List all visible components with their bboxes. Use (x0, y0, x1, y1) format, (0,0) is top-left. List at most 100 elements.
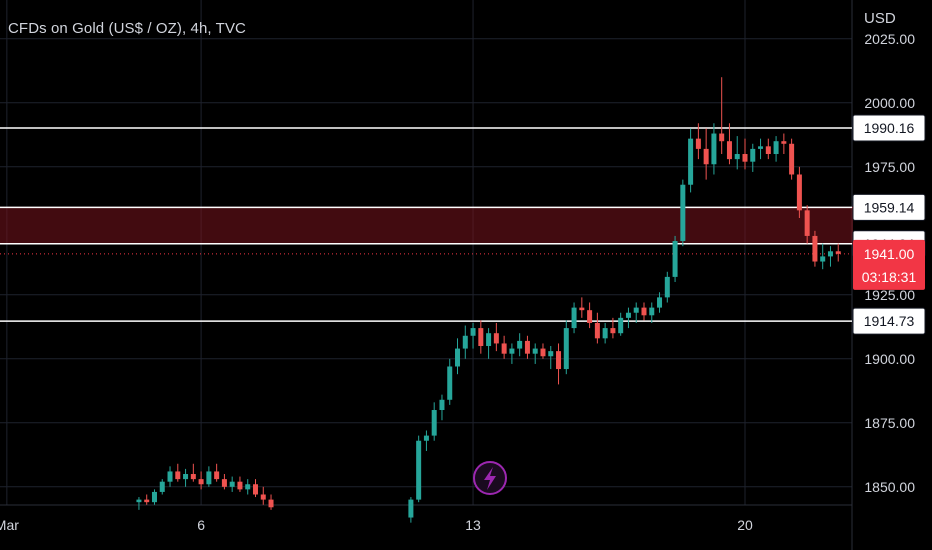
candle-body (260, 494, 266, 500)
candle-body (734, 154, 740, 160)
icon-bolt (484, 467, 496, 490)
candle-body (206, 471, 212, 485)
candle-body (579, 307, 585, 311)
candle-body (493, 333, 499, 344)
lightning-icon[interactable] (473, 461, 507, 495)
time-tick-label: 6 (197, 517, 205, 533)
candle-body (237, 481, 243, 490)
candle-body (183, 474, 189, 480)
zone-rect (0, 206, 932, 245)
candle-body (470, 328, 476, 336)
candle-body (252, 484, 258, 495)
candle-body (571, 307, 577, 329)
candle-body (750, 148, 756, 162)
candle-body (835, 251, 841, 254)
candle-body (765, 146, 771, 155)
level-price-text: 1959.14 (864, 199, 915, 215)
candle-body (812, 235, 818, 262)
time-tick-label: Mar (0, 517, 19, 533)
candle-body (726, 141, 732, 160)
countdown-text: 03:18:31 (862, 269, 917, 285)
price-tick-label: 1850.00 (864, 479, 915, 495)
candle-body (517, 340, 523, 349)
candle-body (268, 499, 274, 508)
candle-body (167, 471, 173, 482)
candle-body (602, 328, 608, 339)
candle-body (711, 133, 717, 165)
candle-body (532, 348, 538, 354)
level-price-tag (852, 307, 926, 335)
candle-body (144, 499, 150, 503)
level-price-tag (852, 114, 926, 142)
candle-body (633, 307, 639, 313)
candle-body (151, 491, 157, 503)
current-price-text: 1941.00 (864, 246, 915, 262)
time-tick-label: 13 (465, 517, 481, 533)
price-tick-label: 2000.00 (864, 95, 915, 111)
candle-body (431, 410, 437, 436)
candle-body (175, 471, 181, 480)
candle-body (423, 435, 429, 441)
candle-body (641, 307, 647, 316)
resistance-zone (0, 206, 932, 245)
candle-body (688, 138, 694, 185)
current-price-tag (853, 239, 925, 290)
candle-body (625, 312, 631, 318)
candle-body (439, 399, 445, 411)
candle-body (587, 310, 593, 323)
candle-body (478, 328, 484, 347)
price-tick-label: 1925.00 (864, 287, 915, 303)
candle-body (509, 348, 515, 354)
time-axis: Mar6132027Apr (0, 517, 753, 533)
candle-body (556, 351, 562, 370)
price-tick-label: 1875.00 (864, 415, 915, 431)
candle-body (610, 328, 616, 334)
candle-body (221, 479, 227, 487)
candle-body (719, 133, 725, 142)
candle-body (159, 481, 165, 492)
candle-body (455, 348, 461, 367)
candle-body (796, 174, 802, 211)
candle-body (486, 333, 492, 347)
candle-body (657, 297, 663, 308)
symbol-title: CFDs on Gold (US$ / OZ), 4h, TVC (8, 20, 246, 37)
candle-body (672, 241, 678, 277)
candle-body (229, 481, 235, 487)
level-price-tag (852, 193, 926, 221)
price-tick-label: 2025.00 (864, 31, 915, 47)
candle-body (742, 154, 748, 162)
candle-body (804, 210, 810, 236)
candle-body (563, 328, 569, 370)
candle-body (245, 484, 251, 490)
candle-body (198, 479, 204, 485)
candle-body (703, 148, 709, 165)
candle-body (680, 184, 686, 242)
candle-body (781, 141, 787, 144)
candle-body (408, 499, 414, 518)
candle-body (501, 343, 507, 354)
candle-body (524, 340, 530, 354)
candle-body (827, 251, 833, 257)
candle-body (758, 146, 764, 149)
candle-body (789, 143, 795, 175)
price-tick-label: 1975.00 (864, 159, 915, 175)
price-tick-label: 1900.00 (864, 351, 915, 367)
candle-body (695, 138, 701, 149)
time-tick-label: 20 (737, 517, 753, 533)
candle-body (548, 351, 554, 357)
candle-body (618, 317, 624, 334)
candle-body (136, 499, 142, 503)
candle-body (214, 471, 220, 480)
candle-body (416, 440, 422, 500)
level-price-text: 1990.16 (864, 120, 915, 136)
candle-body (649, 307, 655, 316)
candle-body (540, 348, 546, 357)
candle-body (664, 276, 670, 298)
currency-label: USD (864, 10, 896, 27)
candlestick-series (136, 77, 841, 523)
candle-body (820, 256, 826, 262)
horizontal-levels (0, 127, 852, 322)
price-tags: 1990.161959.141944.941914.731941.0003:18… (852, 114, 926, 335)
